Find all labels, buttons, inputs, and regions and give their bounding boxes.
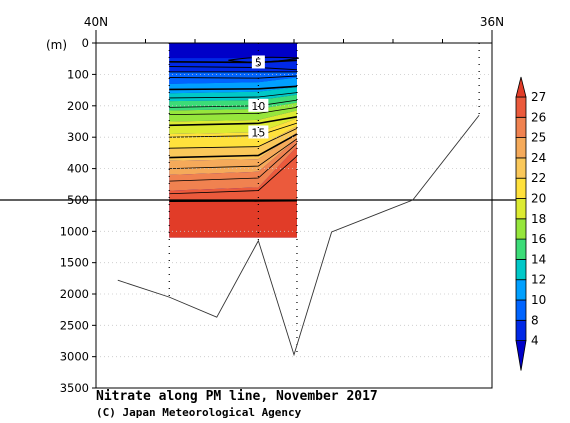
y-tick-label: 2000 (60, 287, 89, 301)
bottom-line (117, 114, 480, 357)
colorbar-box (515, 116, 527, 139)
nitrate-band (169, 118, 297, 149)
colorbar-max-arrow (515, 76, 527, 98)
contour-line (169, 128, 298, 149)
chart-title: Nitrate along PM line, November 2017 (96, 389, 378, 404)
colorbar-label: 20 (531, 192, 546, 206)
contour-line (169, 138, 298, 169)
colorbar-label: 26 (531, 110, 546, 124)
x-label-left: 40N (84, 15, 108, 29)
colorbar-label: 18 (531, 212, 546, 226)
latitude-axis (95, 30, 493, 43)
nitrate-band (169, 43, 297, 59)
depth-gridlines (0, 74, 520, 358)
colorbar-label: 24 (531, 151, 546, 165)
colorbar-box (515, 319, 527, 341)
nitrate-band (169, 200, 297, 238)
colorbar-box (515, 157, 527, 179)
y-tick-label: 3000 (60, 350, 89, 364)
contour-label: 15 (251, 126, 265, 139)
contour-line (169, 92, 298, 99)
colorbar-box (515, 198, 527, 220)
contour-label: 5 (255, 56, 262, 69)
colorbar-label: 27 (531, 90, 546, 104)
depth-unit-label: (m) (46, 38, 67, 52)
colorbar-label: 22 (531, 171, 546, 185)
contour-line (169, 85, 298, 91)
colorbar-box (515, 96, 527, 118)
contour-line (169, 116, 298, 127)
colorbar-label: 10 (531, 293, 546, 307)
colorbar-label: 12 (531, 273, 546, 287)
colorbar-box (515, 137, 527, 159)
y-tick-label: 3500 (60, 381, 89, 395)
y-tick-label: 100 (67, 67, 89, 81)
y-tick-label: 300 (67, 130, 89, 144)
contour-loop (228, 56, 300, 63)
colorbar-box (515, 218, 527, 240)
y-tick-label: 200 (67, 99, 89, 113)
y-tick-label: 1000 (60, 224, 89, 238)
y-tick-label: 0 (82, 36, 89, 50)
contour-line (169, 199, 297, 203)
y-tick-label: 2500 (60, 318, 89, 332)
colorbar-box (515, 177, 527, 199)
colorbar-label: 16 (531, 232, 546, 246)
nitrate-band (169, 132, 297, 175)
colorbar-label: 8 (531, 313, 539, 327)
colorbar-label: 25 (531, 131, 546, 145)
colorbar-box (515, 238, 527, 260)
contour-label-box (251, 55, 265, 69)
contour-label-box (248, 98, 269, 112)
nitrate-band (169, 138, 297, 191)
contour-line (169, 143, 298, 182)
nitrate-band (169, 58, 297, 72)
colorbar: 4 8 10 12 14 16 18 20 22 24 25 26 27 (515, 76, 546, 371)
nitrate-band (169, 102, 297, 122)
colorbar-label: 14 (531, 252, 546, 266)
colorbar-min-arrow (515, 340, 527, 371)
x-label-right: 36N (480, 15, 504, 29)
chart-credit: (C) Japan Meteorological Agency (96, 406, 302, 419)
nitrate-band (169, 146, 297, 201)
y-tick-label: 1500 (60, 256, 89, 270)
colorbar-box (515, 279, 527, 301)
sea-bottom-profile (117, 114, 480, 357)
colorbar-label: 4 (531, 334, 539, 348)
colorbar-box (515, 299, 527, 321)
colorbar-box (515, 258, 527, 281)
y-tick-label: 500 (67, 193, 89, 207)
depth-axis: 0 100 200 300 400 500 1000 1500 2000 2500 3000 3500 (60, 36, 96, 395)
y-tick-label: 400 (67, 162, 89, 176)
station-markers (168, 43, 480, 354)
contour-label-box (248, 125, 269, 139)
